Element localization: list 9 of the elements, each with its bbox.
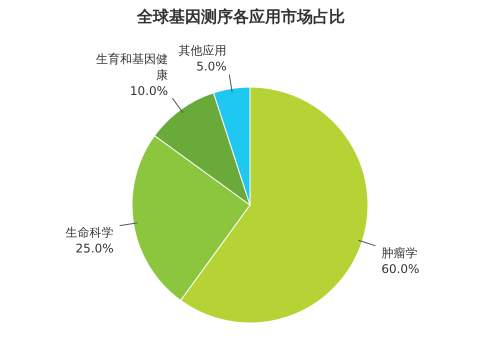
slice-label: 其他应用	[178, 44, 227, 58]
slice-label: 生命科学	[66, 225, 114, 240]
data-label: 25.0%	[76, 241, 114, 256]
data-label: 5.0%	[196, 60, 227, 74]
data-label: 60.0%	[381, 262, 420, 276]
slice-label: 肿瘤学	[381, 246, 418, 260]
chart-title: 全球基因测序各应用市场占比	[136, 7, 345, 26]
data-label: 10.0%	[130, 84, 168, 98]
slice-label: 生育和基因健康	[96, 52, 168, 82]
